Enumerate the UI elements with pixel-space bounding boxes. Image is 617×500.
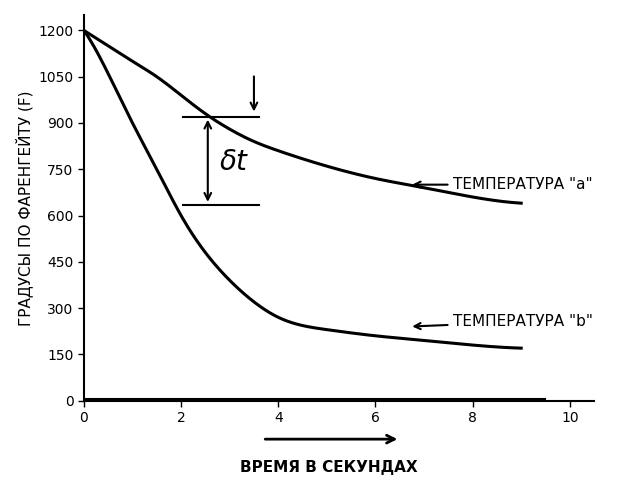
Text: ТЕМПЕРАТУРА "b": ТЕМПЕРАТУРА "b"	[415, 314, 593, 330]
Text: ВРЕМЯ В СЕКУНДАХ: ВРЕМЯ В СЕКУНДАХ	[240, 460, 418, 475]
Text: $\delta\mathit{t}$: $\delta\mathit{t}$	[219, 148, 250, 176]
Text: ФИГ. 4: ФИГ. 4	[285, 499, 393, 500]
Y-axis label: ГРАДУСЫ ПО ФАРЕНГЕЙТУ (F): ГРАДУСЫ ПО ФАРЕНГЕЙТУ (F)	[15, 90, 33, 326]
Text: ТЕМПЕРАТУРА "a": ТЕМПЕРАТУРА "a"	[415, 177, 593, 192]
